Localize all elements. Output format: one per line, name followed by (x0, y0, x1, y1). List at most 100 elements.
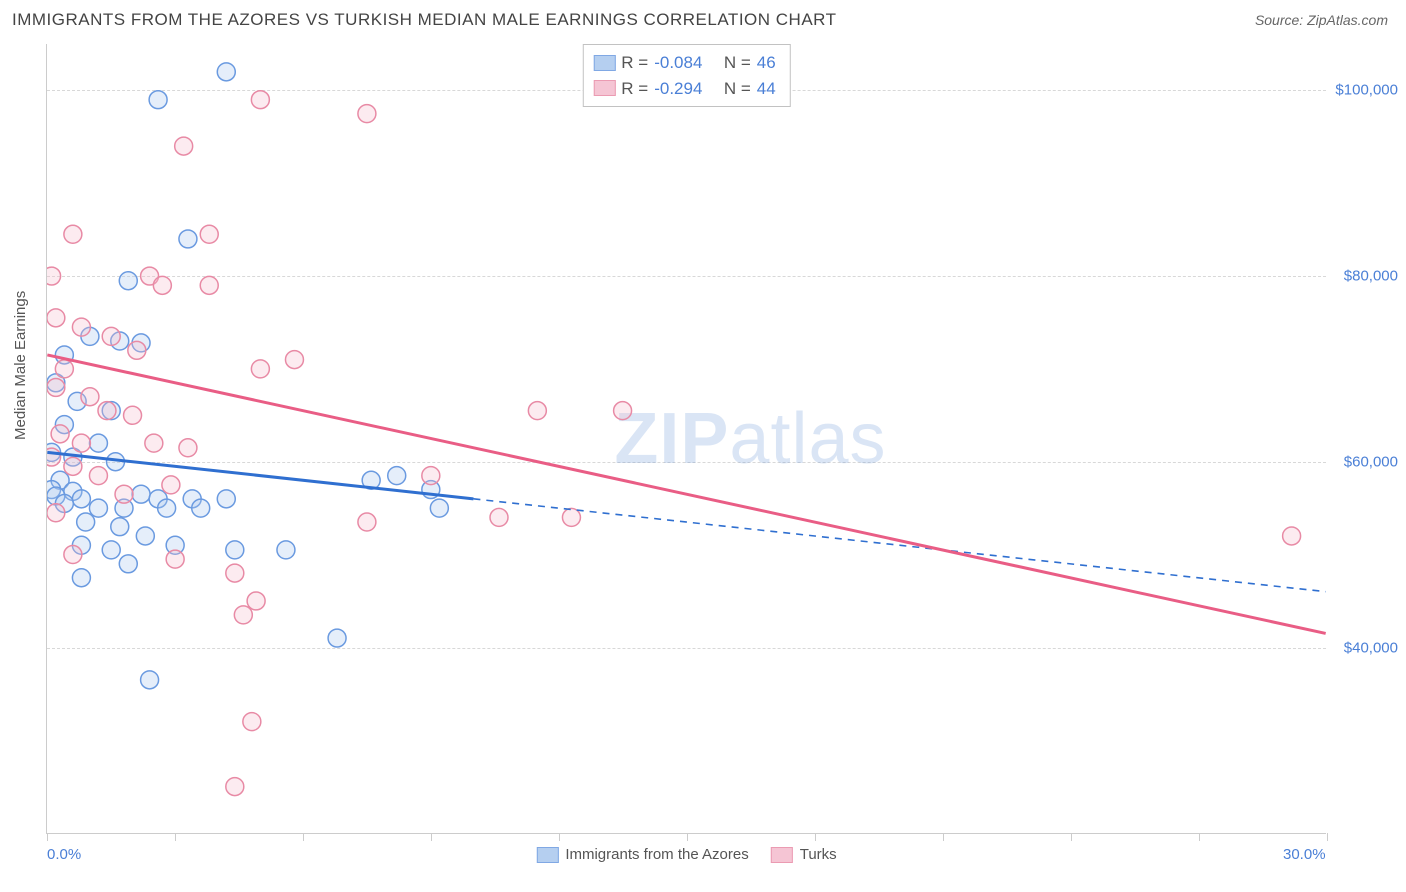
scatter-point-turks (72, 318, 90, 336)
scatter-point-turks (358, 513, 376, 531)
scatter-point-azores (388, 467, 406, 485)
trend-line-dashed-azores (473, 499, 1325, 592)
scatter-point-azores (430, 499, 448, 517)
scatter-point-turks (179, 439, 197, 457)
scatter-point-azores (277, 541, 295, 559)
legend-item-azores: Immigrants from the Azores (536, 846, 748, 863)
scatter-point-turks (243, 713, 261, 731)
scatter-point-turks (47, 267, 61, 285)
scatter-point-turks (562, 508, 580, 526)
x-tick (1199, 833, 1200, 841)
legend-swatch-turks-icon (771, 847, 793, 863)
scatter-point-azores (179, 230, 197, 248)
x-tick (815, 833, 816, 841)
x-tick-label: 30.0% (1283, 846, 1326, 863)
source-name: ZipAtlas.com (1307, 12, 1388, 28)
n-value-turks: 44 (757, 76, 776, 102)
scatter-point-turks (47, 504, 65, 522)
n-value-azores: 46 (757, 50, 776, 76)
x-tick (303, 833, 304, 841)
scatter-point-turks (89, 467, 107, 485)
y-tick-label: $80,000 (1344, 268, 1398, 285)
scatter-point-azores (72, 490, 90, 508)
source-attribution: Source: ZipAtlas.com (1255, 12, 1388, 28)
scatter-point-turks (247, 592, 265, 610)
scatter-point-azores (89, 434, 107, 452)
scatter-point-azores (192, 499, 210, 517)
scatter-point-azores (217, 490, 235, 508)
scatter-point-turks (81, 388, 99, 406)
series-legend: Immigrants from the Azores Turks (536, 846, 836, 863)
scatter-point-turks (285, 351, 303, 369)
chart-title: IMMIGRANTS FROM THE AZORES VS TURKISH ME… (12, 10, 837, 30)
x-tick (943, 833, 944, 841)
y-axis-label: Median Male Earnings (12, 291, 29, 440)
scatter-point-azores (102, 541, 120, 559)
scatter-point-turks (98, 402, 116, 420)
scatter-point-turks (102, 327, 120, 345)
scatter-point-azores (149, 91, 167, 109)
scatter-point-azores (132, 485, 150, 503)
n-label: N = (724, 50, 751, 76)
scatter-point-turks (234, 606, 252, 624)
legend-swatch-azores (593, 55, 615, 71)
scatter-point-turks (226, 778, 244, 796)
y-tick-label: $100,000 (1335, 82, 1398, 99)
scatter-point-turks (47, 378, 65, 396)
scatter-point-turks (528, 402, 546, 420)
scatter-point-turks (251, 360, 269, 378)
scatter-point-turks (614, 402, 632, 420)
scatter-point-azores (136, 527, 154, 545)
scatter-point-turks (47, 448, 61, 466)
scatter-point-turks (128, 341, 146, 359)
x-tick (431, 833, 432, 841)
legend-swatch-turks (593, 80, 615, 96)
scatter-point-azores (119, 272, 137, 290)
scatter-point-turks (175, 137, 193, 155)
scatter-point-turks (72, 434, 90, 452)
scatter-point-turks (1283, 527, 1301, 545)
scatter-point-turks (64, 546, 82, 564)
scatter-point-turks (358, 105, 376, 123)
source-prefix: Source: (1255, 12, 1307, 28)
scatter-point-turks (251, 91, 269, 109)
trend-line-turks (47, 355, 1325, 633)
scatter-point-turks (51, 425, 69, 443)
x-tick (47, 833, 48, 841)
scatter-point-turks (153, 276, 171, 294)
legend-label-azores: Immigrants from the Azores (565, 846, 748, 863)
scatter-point-azores (89, 499, 107, 517)
x-tick (1327, 833, 1328, 841)
scatter-point-turks (64, 225, 82, 243)
scatter-point-azores (72, 569, 90, 587)
scatter-point-turks (422, 467, 440, 485)
scatter-point-turks (200, 225, 218, 243)
scatter-point-azores (141, 671, 159, 689)
x-tick (1071, 833, 1072, 841)
y-tick-label: $40,000 (1344, 640, 1398, 657)
scatter-point-turks (115, 485, 133, 503)
correlation-legend: R = -0.084 N = 46 R = -0.294 N = 44 (582, 44, 790, 107)
trend-line-azores (47, 452, 473, 498)
scatter-point-turks (226, 564, 244, 582)
scatter-point-turks (47, 309, 65, 327)
legend-swatch-azores-icon (536, 847, 558, 863)
n-label: N = (724, 76, 751, 102)
scatter-plot-svg (47, 44, 1326, 833)
chart-plot-area: ZIPatlas $40,000$60,000$80,000$100,000 R… (46, 44, 1326, 834)
scatter-point-turks (490, 508, 508, 526)
x-tick (175, 833, 176, 841)
x-tick (559, 833, 560, 841)
r-value-azores: -0.084 (654, 50, 702, 76)
scatter-point-azores (226, 541, 244, 559)
legend-item-turks: Turks (771, 846, 837, 863)
scatter-point-turks (55, 360, 73, 378)
scatter-point-azores (111, 518, 129, 536)
legend-label-turks: Turks (800, 846, 837, 863)
r-value-turks: -0.294 (654, 76, 702, 102)
x-tick (687, 833, 688, 841)
r-label: R = (621, 50, 648, 76)
y-tick-label: $60,000 (1344, 454, 1398, 471)
scatter-point-turks (124, 406, 142, 424)
scatter-point-turks (162, 476, 180, 494)
